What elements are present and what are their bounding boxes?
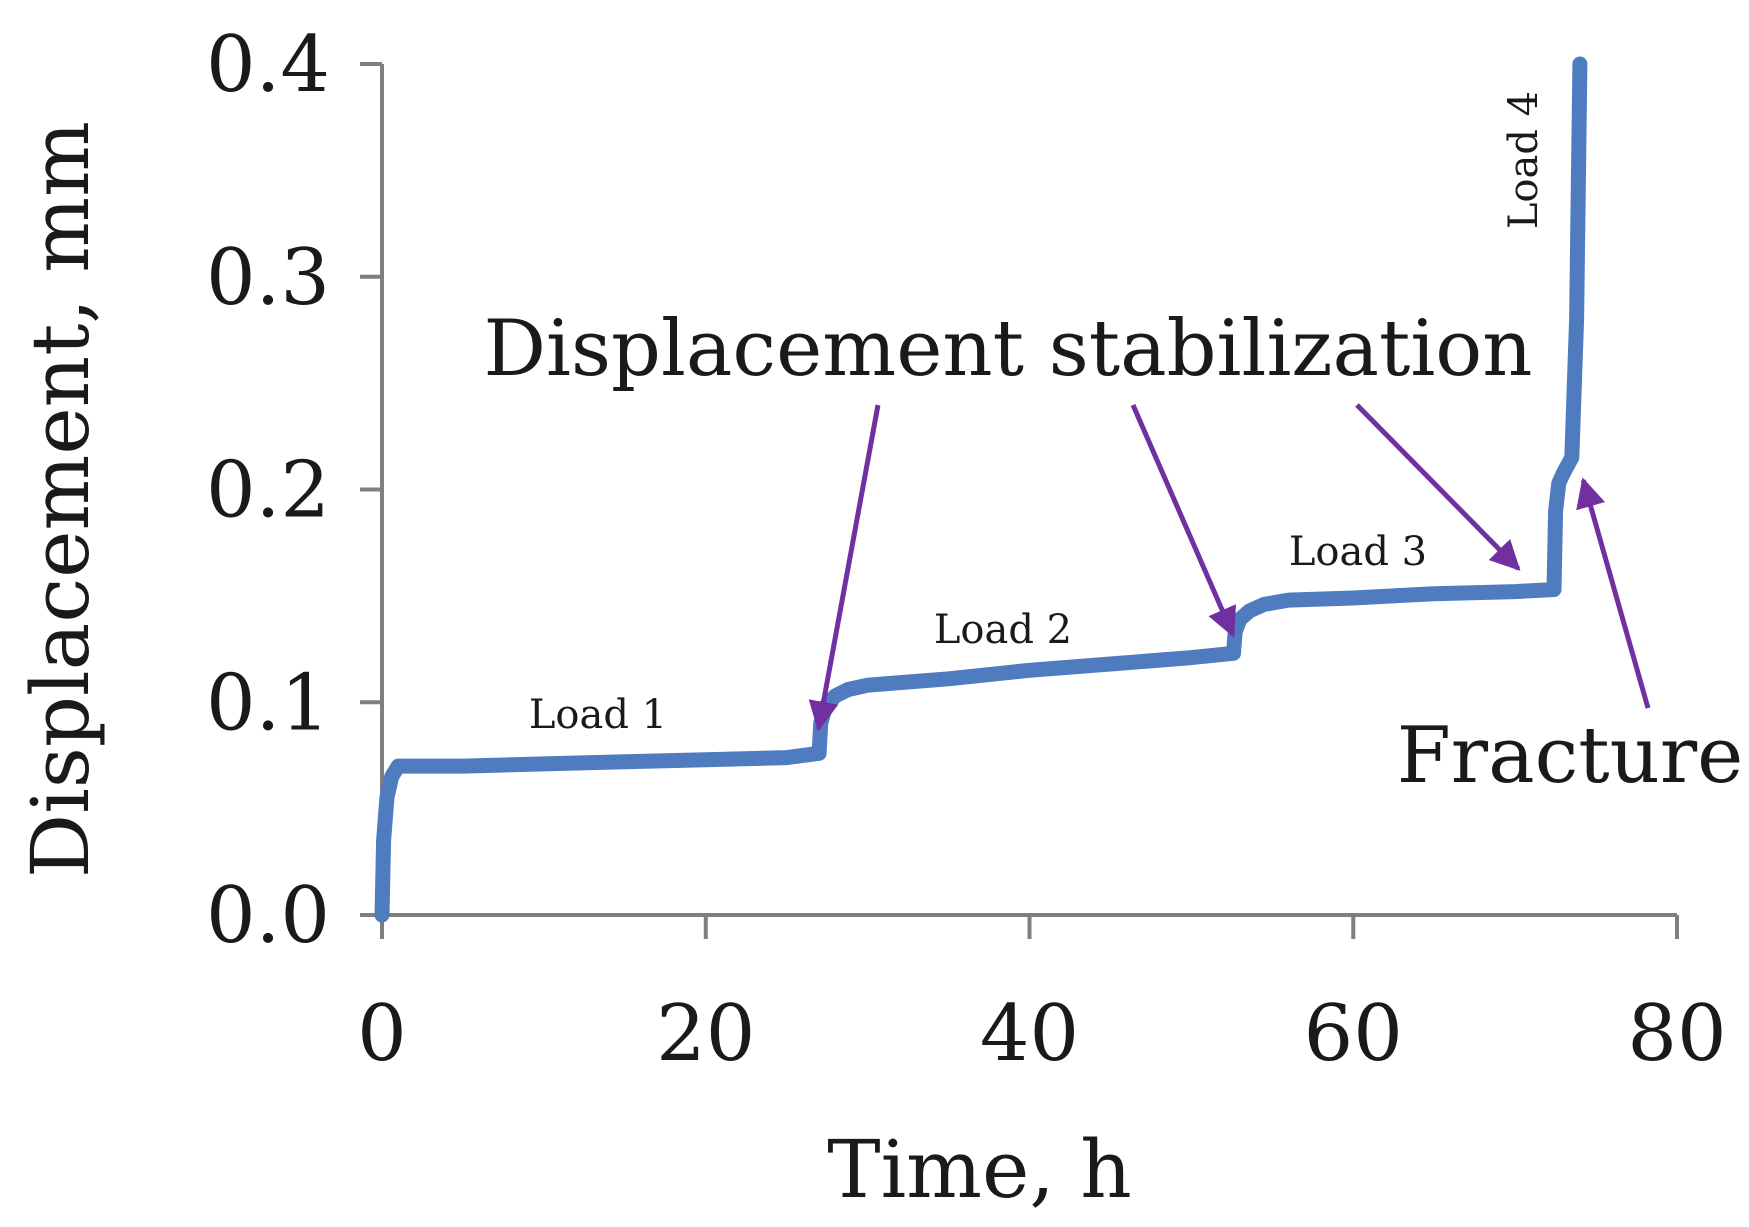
- arrow-stabilization-2: [1130, 404, 1236, 638]
- annotation-load-4: Load 4: [1501, 91, 1547, 229]
- tick-labels: 0.0 0.1 0.2 0.3 0.4 0 20 40 60 80: [206, 20, 1727, 1079]
- series-group: [374, 56, 1588, 923]
- arrow-fracture: [1576, 477, 1651, 709]
- y-tick-label: 0.0: [206, 871, 330, 961]
- annotation-displacement-stabilization: Displacement stabilization: [484, 304, 1533, 394]
- annotation-load-2: Load 2: [934, 607, 1072, 653]
- arrow-stabilization-3: [1355, 403, 1521, 571]
- x-tick-label: 20: [656, 989, 755, 1079]
- tick-marks: [360, 62, 1679, 939]
- y-tick-label: 0.3: [206, 233, 330, 323]
- x-tick-label: 60: [1304, 989, 1403, 1079]
- x-axis-title: Time, h: [827, 1123, 1132, 1216]
- annotation-arrows: [808, 403, 1651, 732]
- arrow-stabilization-1: [808, 404, 881, 732]
- annotation-load-1: Load 1: [529, 692, 667, 738]
- x-tick-label: 40: [980, 989, 1079, 1079]
- x-tick-label: 0: [357, 989, 407, 1079]
- y-tick-label: 0.1: [206, 658, 330, 748]
- annotation-fracture: Fracture: [1397, 711, 1744, 801]
- y-axis-title: Displacement, mm: [14, 121, 107, 878]
- y-tick-label: 0.4: [206, 20, 330, 110]
- x-tick-label: 80: [1627, 989, 1726, 1079]
- series-line-1: [374, 56, 1588, 923]
- annotation-load-3: Load 3: [1289, 529, 1427, 575]
- y-tick-label: 0.2: [206, 446, 330, 536]
